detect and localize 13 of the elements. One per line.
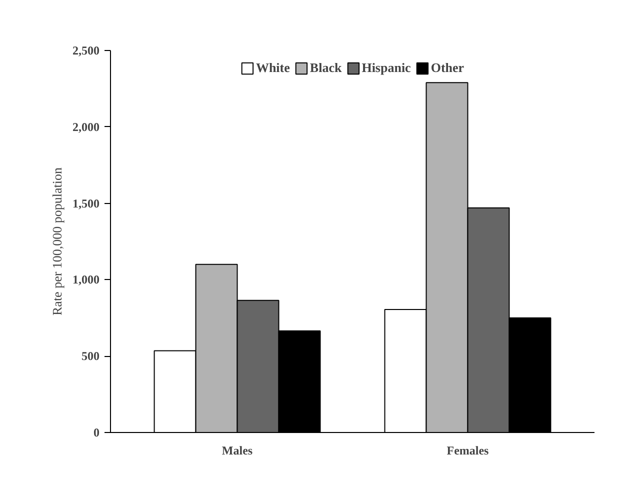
- x-tick-label: Males: [222, 444, 253, 458]
- y-tick-label: 500: [82, 349, 100, 364]
- legend-label: Hispanic: [362, 60, 411, 76]
- y-axis-title: Rate per 100,000 population: [50, 166, 64, 316]
- y-tick-label: 2,000: [72, 120, 100, 134]
- x-tick-label: Females: [446, 444, 490, 458]
- legend-label: Other: [430, 60, 464, 76]
- legend-label: Black: [310, 60, 342, 76]
- y-tick-label: 1,000: [72, 272, 100, 287]
- y-tick-label: 2,500: [72, 44, 100, 58]
- y-tick-label: 0: [94, 426, 100, 440]
- y-tick-label: 1,500: [72, 196, 100, 210]
- legend-label: White: [256, 60, 290, 76]
